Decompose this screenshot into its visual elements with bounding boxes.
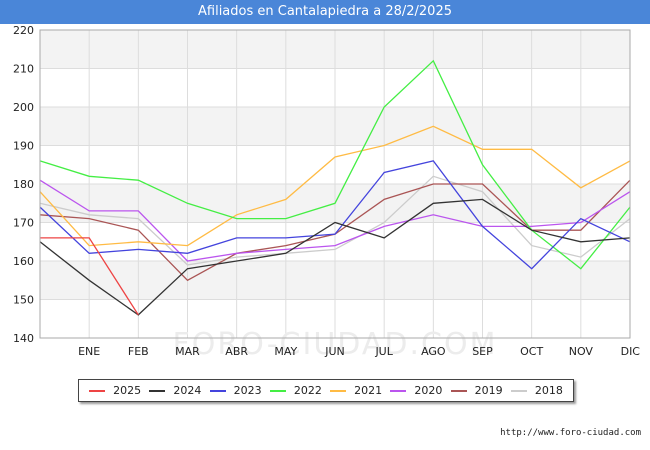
x-axis-ticks: ENE FEB MAR ABR MAY JUN JUL AGO SEP OCT NOV DIC xyxy=(78,345,640,358)
legend-swatch xyxy=(209,389,226,392)
legend-item-2025: 2025 xyxy=(89,384,141,397)
legend-label: 2020 xyxy=(414,384,443,397)
y-tick-label: 170 xyxy=(13,217,34,230)
source-url[interactable]: http://www.foro-ciudad.com xyxy=(500,428,641,438)
y-tick-label: 150 xyxy=(13,294,34,307)
x-tick-label: JUN xyxy=(324,345,345,358)
x-tick-label: MAY xyxy=(274,345,297,358)
plot-frame xyxy=(39,29,631,339)
legend-swatch xyxy=(269,389,286,392)
x-tick-label: AGO xyxy=(421,345,446,358)
x-tick-label: NOV xyxy=(569,345,594,358)
legend-swatch xyxy=(510,389,527,392)
legend-swatch xyxy=(330,389,347,392)
legend-item-2024: 2024 xyxy=(149,384,201,397)
x-tick-label: JUL xyxy=(374,345,393,358)
x-tick-label: FEB xyxy=(128,345,149,358)
legend: 2025 2024 2023 2022 2021 2020 2019 2018 xyxy=(78,379,574,402)
legend-item-2020: 2020 xyxy=(390,384,442,397)
legend-label: 2023 xyxy=(233,384,262,397)
legend-item-2019: 2019 xyxy=(450,384,503,397)
legend-swatch xyxy=(450,389,467,392)
chart-title: Afiliados en Cantalapiedra a 28/2/2025 xyxy=(0,0,650,24)
series-line-2023 xyxy=(39,160,631,270)
x-tick-label: ABR xyxy=(225,345,248,358)
y-tick-label: 220 xyxy=(13,24,34,37)
y-tick-label: 140 xyxy=(13,332,34,345)
legend-item-2023: 2023 xyxy=(209,384,262,397)
x-tick-label: DIC xyxy=(621,345,641,358)
legend-item-2018: 2018 xyxy=(510,384,563,397)
series-line-2021 xyxy=(39,125,631,247)
x-tick-label: OCT xyxy=(520,345,543,358)
y-tick-label: 160 xyxy=(13,255,34,268)
series-lines xyxy=(39,59,631,316)
series-line-2018 xyxy=(39,175,631,266)
x-tick-label: ENE xyxy=(78,345,100,358)
legend-swatch xyxy=(390,389,407,392)
y-tick-label: 210 xyxy=(13,63,34,76)
x-tick-label: SEP xyxy=(472,345,493,358)
legend-label: 2021 xyxy=(354,384,383,397)
watermark: FORO-CIUDAD.COM xyxy=(173,327,498,362)
legend-label: 2025 xyxy=(113,384,142,397)
y-axis-ticks: 140 150 160 170 180 190 200 210 220 xyxy=(13,24,34,345)
legend-swatch xyxy=(89,389,106,392)
legend-item-2021: 2021 xyxy=(330,384,382,397)
y-tick-label: 180 xyxy=(13,178,34,191)
legend-swatch xyxy=(149,389,166,392)
legend-label: 2019 xyxy=(474,384,503,397)
legend-label: 2022 xyxy=(293,384,322,397)
series-line-2020 xyxy=(39,179,631,262)
y-tick-label: 190 xyxy=(13,140,34,153)
x-tick-label: MAR xyxy=(175,345,200,358)
y-tick-label: 200 xyxy=(13,101,34,114)
legend-label: 2024 xyxy=(173,384,202,397)
series-line-2025 xyxy=(40,237,139,316)
legend-label: 2018 xyxy=(534,384,563,397)
legend-item-2022: 2022 xyxy=(269,384,322,397)
